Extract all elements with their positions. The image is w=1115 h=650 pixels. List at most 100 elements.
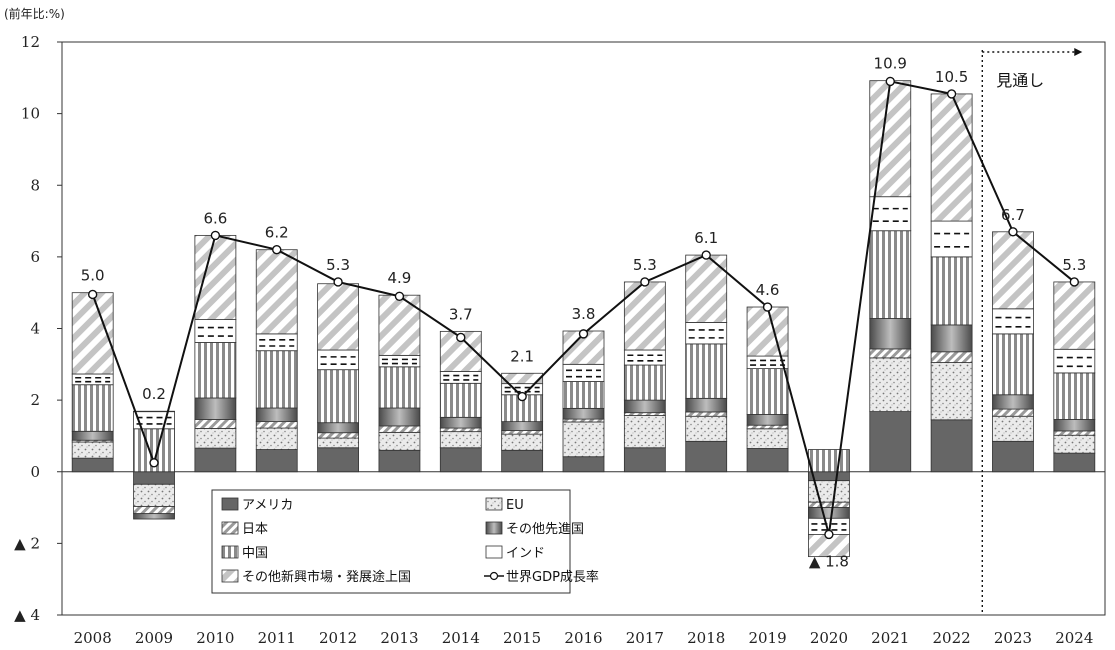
bar-segment-oth_adv [378, 407, 421, 427]
bar-stack [378, 294, 421, 473]
x-tick-label: 2008 [74, 629, 112, 647]
world-gdp-point [210, 230, 221, 241]
x-tick-label: 2009 [135, 629, 173, 647]
world-gdp-point [640, 277, 650, 287]
bar-segment-oth_adv [685, 397, 728, 413]
data-label: 10.9 [874, 55, 907, 73]
data-label: 6.6 [203, 209, 227, 227]
bar-segment-oth_adv [501, 421, 544, 431]
bar-stack [501, 372, 544, 473]
bar-segment-cn [746, 368, 789, 415]
bar-stack [1053, 281, 1096, 473]
x-tick-label: 2011 [258, 629, 296, 647]
bar-segment-oth_em [930, 93, 973, 222]
y-tick-label: 8 [30, 176, 40, 194]
bar-segment-us [930, 419, 973, 473]
bar-segment-cn [378, 366, 421, 409]
data-label: 5.3 [1062, 256, 1086, 274]
bar-stack [71, 292, 114, 473]
bar-segment-cn [930, 256, 973, 326]
legend-swatch-cn [221, 545, 239, 559]
bar-segment-eu [685, 415, 728, 442]
bar-segment-in [1053, 348, 1096, 374]
bar-segment-cn [992, 333, 1034, 396]
world-gdp-point [885, 76, 895, 87]
bar-segment-oth_adv [255, 407, 298, 423]
legend-label: アメリカ [242, 498, 293, 513]
legend-swatch-in [485, 545, 503, 559]
bar-segment-oth_adv [317, 422, 359, 434]
bar-segment-jp [255, 421, 298, 429]
world-gdp-point [1069, 277, 1080, 287]
bar-segment-eu [562, 421, 605, 458]
bar-segment-oth_adv [623, 399, 666, 414]
bar-segment-in [255, 333, 298, 352]
bar-segment-in [317, 349, 359, 371]
data-label: 6.7 [1001, 206, 1025, 224]
bar-stack [746, 306, 789, 473]
axes: 12 10 8 6 4 2 0 ▲ 2 ▲ 4 (前年比:%) 2008 2009 2010 2011 20… [4, 6, 1093, 647]
bar-segment-oth_em [194, 234, 237, 320]
world-gdp-point [394, 291, 405, 301]
y-tick-label: 2 [30, 391, 40, 409]
data-label: 6.2 [265, 224, 289, 242]
bar-stack [869, 80, 912, 473]
x-tick-label: 2020 [810, 629, 848, 647]
bar-segment-us [255, 449, 298, 473]
bar-segment-eu [194, 428, 237, 449]
legend-label: 世界GDP成長率 [506, 569, 599, 585]
bar-segment-cn [194, 342, 237, 399]
bar-segment-us [71, 457, 114, 473]
legend-label: インド [506, 546, 545, 561]
data-label: 3.8 [572, 305, 596, 323]
bar-stack [930, 93, 973, 473]
bar-segment-jp [562, 418, 605, 423]
bar-segment-us [439, 447, 482, 473]
x-tick-label: 2016 [564, 629, 602, 647]
bar-segment-oth_adv [930, 324, 973, 353]
bar-segment-eu [930, 362, 973, 421]
data-label: 5.3 [326, 256, 350, 274]
x-tick-label: 2014 [442, 629, 480, 647]
bar-segment-jp [930, 351, 973, 363]
y-unit-label: (前年比:%) [4, 6, 65, 21]
bar-segment-us [685, 440, 728, 473]
x-tick-label: 2018 [687, 629, 725, 647]
legend-label: 中国 [242, 546, 268, 561]
bar-segment-oth_em [255, 249, 298, 335]
bar-segment-cn [869, 230, 912, 319]
bar-segment-in [71, 373, 114, 386]
bar-segment-jp [746, 424, 789, 430]
bar-segment-oth_adv [133, 513, 175, 520]
y-tick-label: ▲ 2 [14, 534, 40, 552]
bar-segment-oth_em [992, 231, 1034, 310]
bar-stack [623, 281, 666, 473]
bar-segment-jp [439, 427, 482, 433]
bar-segment-eu [1053, 434, 1096, 454]
bar-segment-us [746, 448, 789, 473]
bar-segment-eu [71, 441, 114, 459]
world-gdp-point [701, 250, 711, 260]
world-gdp-point [578, 329, 589, 339]
x-tick-label: 2017 [626, 629, 664, 647]
world-gdp-point [946, 89, 957, 99]
bar-segment-jp [317, 432, 359, 439]
y-tick-label: 10 [21, 105, 40, 123]
bar-segment-in [562, 363, 605, 382]
bar-segment-us [317, 447, 359, 473]
bar-segment-oth_adv [439, 416, 482, 429]
legend-label: 日本 [242, 522, 268, 537]
bar-segment-jp [1053, 430, 1096, 436]
bar-stack [808, 449, 850, 558]
bar-stack [317, 283, 359, 473]
x-tick-label: 2024 [1055, 629, 1093, 647]
bar-segment-oth_em [746, 306, 789, 357]
bar-segment-eu [255, 427, 298, 450]
data-label: 3.7 [449, 305, 473, 323]
legend-swatch-us [221, 497, 239, 511]
x-tick-label: 2019 [748, 629, 786, 647]
legend-swatch-jp [221, 521, 239, 535]
